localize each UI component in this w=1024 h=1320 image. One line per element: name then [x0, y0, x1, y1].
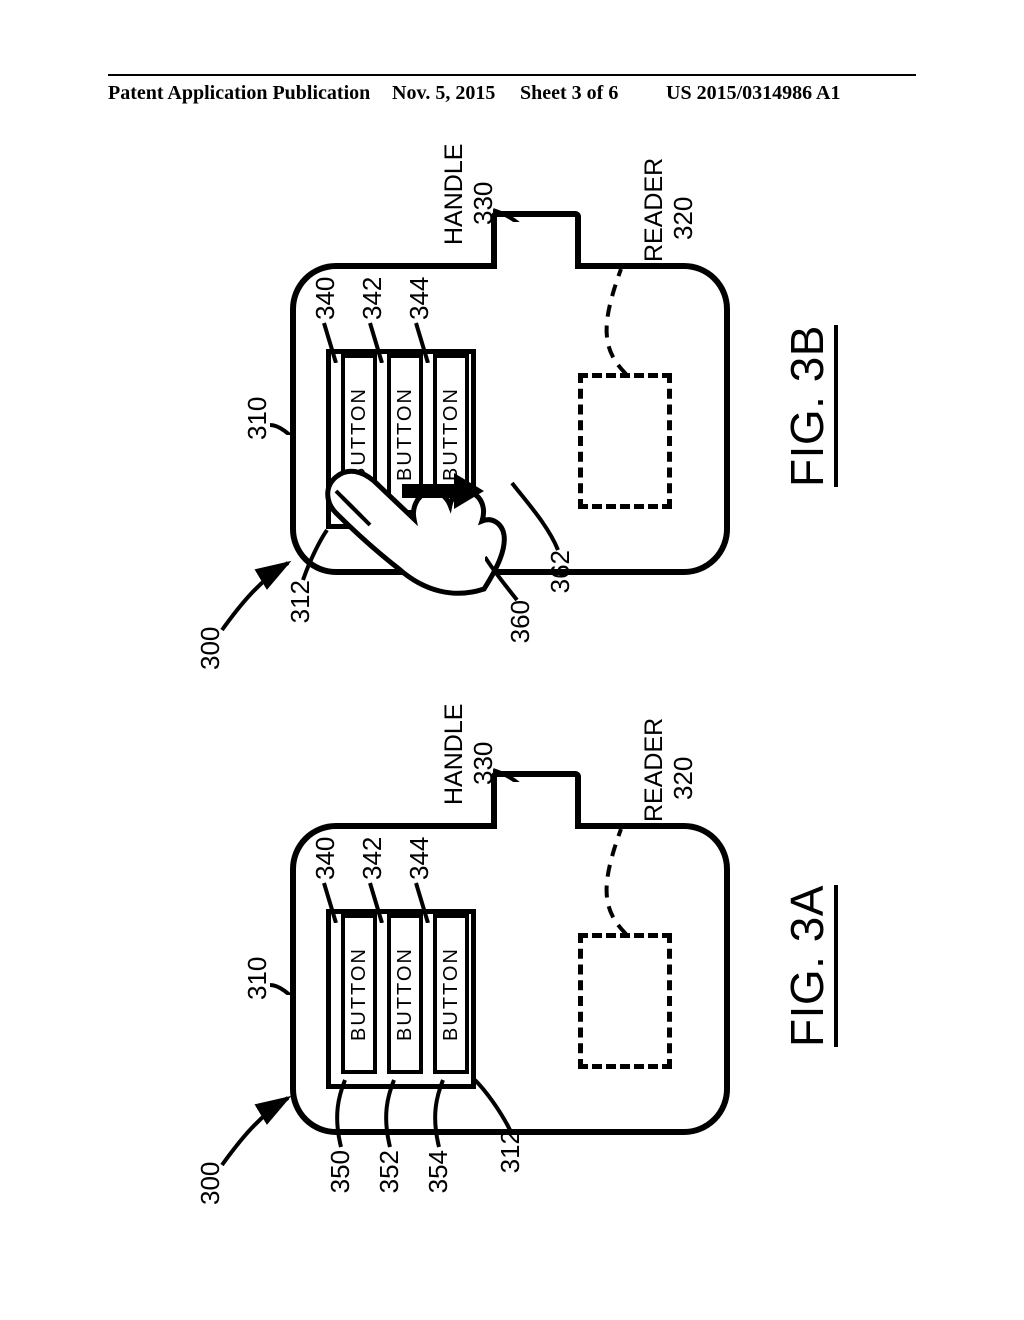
label-reader-a: READER: [640, 718, 669, 822]
label-handle-b: HANDLE: [440, 144, 469, 245]
figure-3a: 300 BUTTON BUTTON BUTTON: [110, 710, 910, 1230]
leader-330-a: [493, 752, 533, 782]
leaders-left-a: [335, 1075, 475, 1155]
header-rule: [108, 74, 916, 76]
reader-b: [578, 373, 672, 509]
button-1-a: BUTTON: [341, 914, 377, 1074]
label-handle-a: HANDLE: [440, 704, 469, 805]
button-3-a: BUTTON: [433, 914, 469, 1074]
header-date: Nov. 5, 2015: [392, 82, 495, 105]
touchscreen-a: BUTTON BUTTON BUTTON: [326, 909, 476, 1089]
ref-352: 352: [374, 1150, 405, 1200]
leader-310-a: [265, 955, 305, 995]
ref-312-a: 312: [495, 1130, 526, 1180]
leader-312-a: [475, 1065, 520, 1135]
leaders-right-a: [320, 873, 440, 923]
leader-312-b: [295, 515, 335, 585]
ref-360: 360: [505, 600, 536, 650]
ref-362: 362: [545, 550, 576, 600]
ref-320-b: 320: [668, 197, 699, 240]
button-2-a: BUTTON: [387, 914, 423, 1074]
ref-354: 354: [423, 1150, 454, 1200]
leaders-right-b: [320, 313, 440, 363]
figure-3b: 300 BUTTON BUTTON BUTTON: [110, 150, 910, 670]
header-sheet: Sheet 3 of 6: [520, 82, 618, 105]
ref-312-b: 312: [285, 580, 316, 630]
header-left: Patent Application Publication: [108, 82, 370, 105]
page: Patent Application Publication Nov. 5, 2…: [0, 0, 1024, 1320]
arrow-300-a: [210, 1090, 300, 1170]
label-reader-b: READER: [640, 158, 669, 262]
caption-3a: FIG. 3A: [780, 885, 838, 1047]
leader-330-b: [493, 192, 533, 222]
caption-3b: FIG. 3B: [780, 325, 838, 487]
leader-310-b: [265, 395, 305, 435]
header-pubno: US 2015/0314986 A1: [666, 82, 840, 105]
figure-area: 300 BUTTON BUTTON BUTTON: [0, 300, 1024, 1100]
leader-reader-a: [601, 819, 651, 939]
leader-362: [510, 475, 565, 555]
reader-a: [578, 933, 672, 1069]
leader-reader-b: [601, 259, 651, 379]
ref-320-a: 320: [668, 757, 699, 800]
ref-350: 350: [325, 1150, 356, 1200]
